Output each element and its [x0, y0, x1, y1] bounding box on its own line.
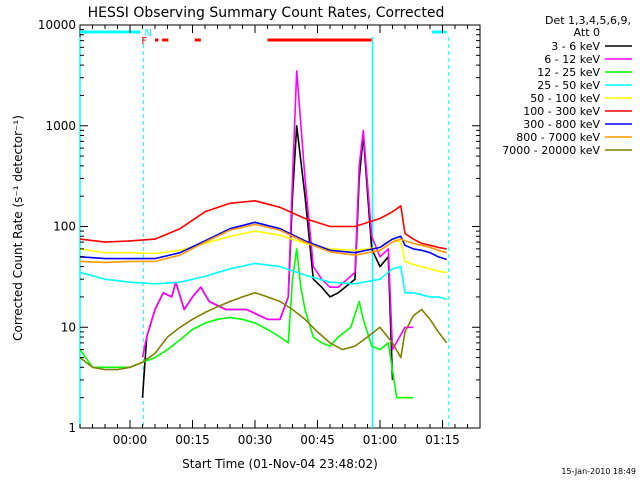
flag-bars: NF [80, 28, 447, 47]
y-tick-label: 1000 [45, 119, 76, 133]
series-line-4 [79, 230, 447, 274]
y-tick-label: 10 [61, 320, 76, 334]
axis-ticks: 00:00 00:15 00:30 00:45 01:00 01:15 1 10 100 1000… [38, 18, 481, 447]
legend-label: 800 - 7000 keV [516, 131, 600, 144]
y-tick-label: 100 [53, 220, 76, 234]
series-lines [79, 70, 448, 399]
series-line-8 [79, 292, 448, 371]
legend-label: 300 - 800 keV [523, 118, 600, 131]
series-line-2 [79, 248, 414, 399]
generation-timestamp: 15-Jan-2010 18:49 [561, 467, 636, 476]
legend-label: 25 - 50 keV [537, 79, 600, 92]
legend-header-det: Det 1,3,4,5,6,9, [545, 14, 631, 27]
legend-label: 7000 - 20000 keV [502, 144, 600, 157]
plot-area [79, 24, 481, 429]
legend-label: 12 - 25 keV [537, 66, 600, 79]
legend-label: 3 - 6 keV [551, 40, 600, 53]
series-line-6 [79, 221, 447, 261]
y-tick-label: 10000 [38, 18, 76, 32]
legend-label: 100 - 300 keV [523, 105, 600, 118]
x-axis-label: Start Time (01-Nov-04 23:48:02) [182, 457, 378, 471]
plot-frame [79, 24, 481, 429]
flag-label: F [141, 36, 147, 47]
y-axis-label: Corrected Count Rate (s⁻¹ detector⁻¹) [11, 115, 25, 341]
series-line-3 [79, 262, 447, 300]
x-tick-label: 00:15 [175, 433, 210, 447]
x-tick-label: 01:00 [363, 433, 398, 447]
x-tick-label: 00:45 [300, 433, 335, 447]
x-tick-label: 00:00 [113, 433, 148, 447]
x-tick-label: 01:15 [425, 433, 460, 447]
y-tick-label: 1 [68, 421, 76, 435]
x-tick-label: 00:30 [238, 433, 273, 447]
flag-label: N [144, 28, 151, 39]
chart-title: HESSI Observing Summary Count Rates, Cor… [88, 5, 445, 21]
series-line-5 [79, 200, 447, 250]
legend-label: 6 - 12 keV [544, 53, 600, 66]
legend-header-att: Att 0 [574, 26, 600, 39]
legend-label: 50 - 100 keV [530, 92, 600, 105]
series-line-7 [79, 223, 447, 264]
